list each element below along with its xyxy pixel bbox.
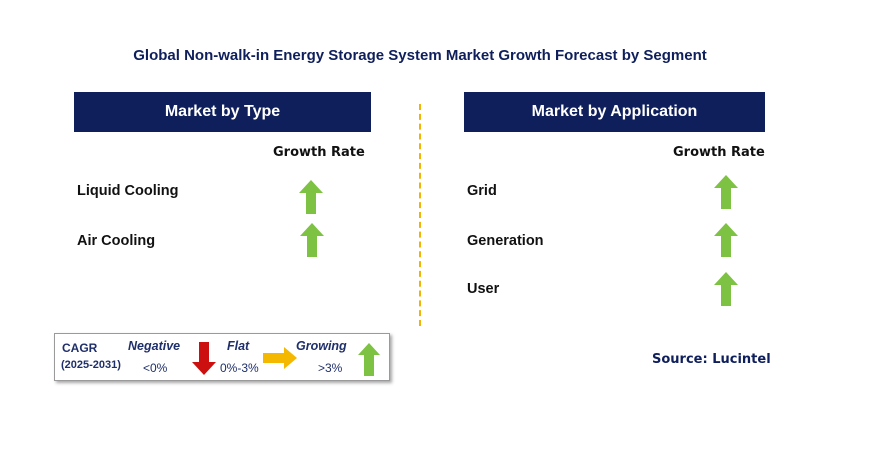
legend-negative-label: Negative: [128, 339, 181, 353]
up-arrow-icon: [300, 223, 324, 257]
legend-growing-range: >3%: [318, 361, 343, 375]
up-arrow-icon: [299, 180, 323, 214]
application-growth-rate-label: Growth Rate: [673, 145, 765, 160]
legend-flat-range: 0%-3%: [220, 361, 259, 375]
type-item-liquid-cooling: Liquid Cooling: [77, 183, 179, 199]
up-arrow-icon: [714, 272, 738, 306]
application-item-user: User: [467, 281, 500, 297]
right-arrow-icon: [263, 347, 297, 369]
legend-growing-label: Growing: [296, 339, 347, 353]
legend-period: (2025-2031): [61, 359, 121, 371]
up-arrow-icon: [358, 343, 380, 376]
type-panel-header: Market by Type: [74, 92, 371, 132]
application-item-grid: Grid: [467, 183, 497, 199]
legend-flat-label: Flat: [227, 339, 250, 353]
application-panel-header: Market by Application: [464, 92, 765, 132]
application-item-generation: Generation: [467, 233, 544, 249]
down-arrow-icon: [192, 342, 216, 375]
up-arrow-icon: [714, 223, 738, 257]
cagr-legend: CAGR (2025-2031) Negative <0% Flat 0%-3%…: [54, 333, 390, 381]
legend-cagr-label: CAGR: [62, 341, 98, 355]
legend-negative-range: <0%: [143, 361, 168, 375]
source-label: Source: Lucintel: [652, 352, 771, 367]
type-growth-rate-label: Growth Rate: [273, 145, 365, 160]
page-title: Global Non-walk-in Energy Storage System…: [133, 47, 707, 64]
type-item-air-cooling: Air Cooling: [77, 233, 156, 249]
panel-divider: [419, 104, 421, 326]
up-arrow-icon: [714, 175, 738, 209]
